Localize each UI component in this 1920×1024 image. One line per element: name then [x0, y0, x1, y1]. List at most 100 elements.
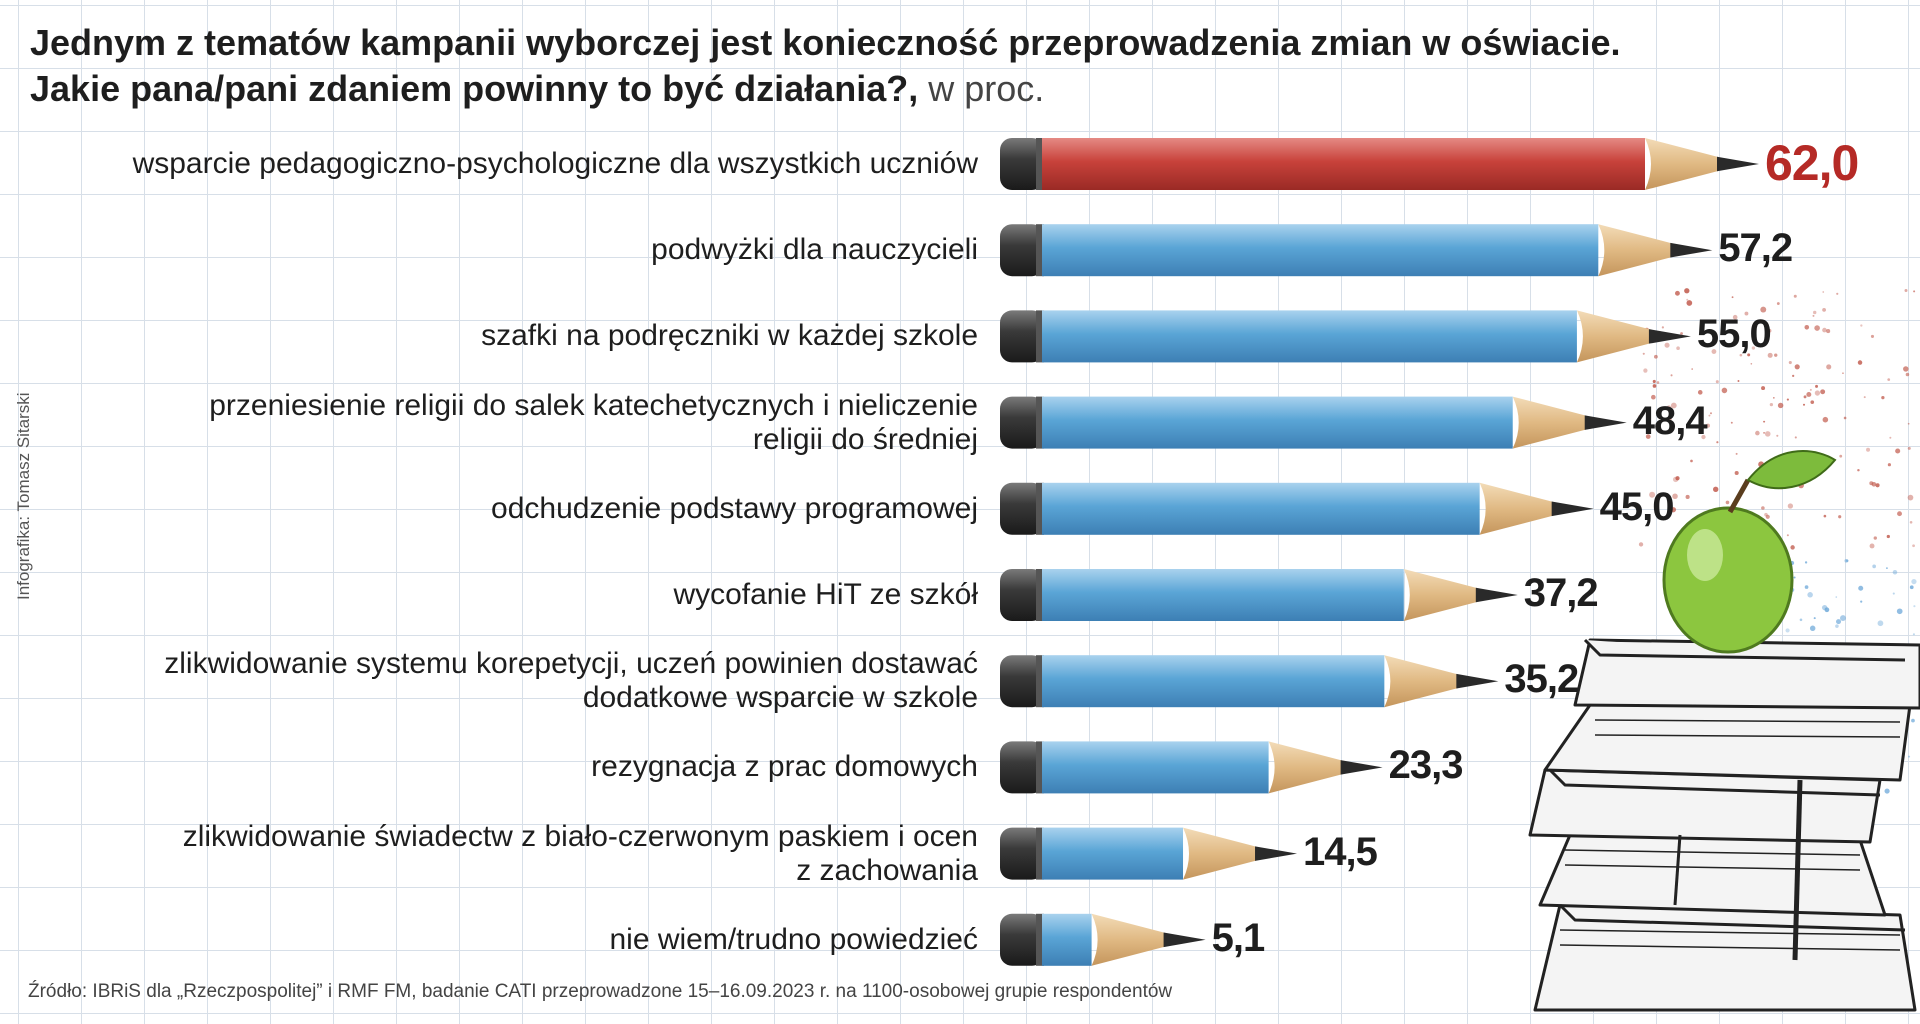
category-label-line: nie wiem/trudno powiedzieć: [609, 922, 978, 956]
spray-dot: [1792, 374, 1795, 378]
pencil-ferrule: [1036, 224, 1044, 277]
spray-dot: [1822, 291, 1825, 293]
spray-dot: [1870, 334, 1875, 338]
spray-dot: [1670, 507, 1677, 513]
pencil-lead: [1340, 760, 1383, 775]
spray-dot: [1813, 310, 1817, 315]
spray-dot: [1835, 596, 1838, 598]
spray-dot: [1860, 324, 1863, 327]
pencil-body: [1042, 741, 1269, 794]
bars-group: [1000, 138, 1759, 966]
pencil-ferrule: [1036, 310, 1044, 363]
spray-dot: [1751, 346, 1756, 350]
spray-dot: [1713, 486, 1719, 493]
spray-dot: [1813, 617, 1816, 620]
category-label: wsparcie pedagogiczno-psychologiczne dla…: [78, 147, 978, 181]
pencil-ferrule: [1036, 138, 1044, 190]
value-label: 55,0: [1696, 312, 1772, 357]
pencil-eraser: [1000, 827, 1044, 880]
spray-dot: [1826, 329, 1831, 334]
spray-dot: [1767, 352, 1773, 358]
spray-dot: [1863, 396, 1866, 399]
pencil-lead: [1648, 329, 1691, 344]
spray-dot: [1774, 353, 1778, 357]
spray-dot: [1769, 402, 1774, 407]
spray-dot: [1810, 400, 1815, 404]
spray-dot: [1767, 328, 1772, 333]
pencil-ferrule: [1036, 655, 1044, 708]
pencil-body: [1042, 482, 1480, 535]
title-question: Jakie pana/pani zdaniem powinny to być d…: [30, 68, 919, 109]
pencil-body: [1042, 655, 1385, 708]
spray-dot: [1822, 308, 1826, 312]
spray-dot: [1905, 372, 1910, 377]
spray-dot: [1642, 352, 1645, 355]
spray-dot: [1744, 311, 1749, 316]
title-line-2: Jakie pana/pani zdaniem powinny to być d…: [30, 66, 1830, 112]
spray-dot: [1912, 633, 1915, 636]
category-label-line: przeniesienie religii do salek katechety…: [209, 388, 978, 422]
title-line-1: Jednym z tematów kampanii wyborczej jest…: [30, 22, 1621, 63]
spray-dot: [1822, 327, 1827, 333]
spray-dot: [1776, 302, 1780, 305]
pencil-bar-9: [1000, 827, 1298, 880]
category-label-line: rezygnacja z prac domowych: [591, 750, 978, 784]
spray-dot: [1670, 374, 1673, 377]
category-label: wycofanie HiT ze szkół: [78, 578, 978, 612]
value-label: 57,2: [1718, 226, 1793, 271]
spray-dot: [1877, 620, 1884, 627]
spray-dot: [1731, 296, 1734, 299]
spray-dot: [1843, 416, 1847, 420]
spray-dot: [1807, 592, 1813, 598]
spray-dot: [1661, 326, 1664, 329]
pencil-tip: [1384, 655, 1485, 708]
pencil-lead: [1456, 673, 1499, 689]
spray-dot: [1889, 436, 1892, 439]
category-label: podwyżki dla nauczycieli: [78, 233, 978, 267]
spray-dot: [1858, 585, 1864, 591]
spray-dot: [1892, 592, 1895, 595]
pencil-eraser: [1000, 655, 1044, 708]
pencil-lead: [1475, 587, 1518, 603]
spray-dot: [1799, 618, 1803, 622]
spray-dot: [1907, 422, 1910, 425]
spray-dot: [1730, 421, 1733, 424]
pencil-tip: [1183, 827, 1284, 880]
pencil-eraser: [1000, 741, 1044, 794]
spray-dot: [1680, 332, 1683, 335]
pencil-body: [1042, 827, 1184, 880]
spray-dot: [1716, 441, 1719, 444]
spray-dot: [1675, 476, 1680, 481]
category-label-line: podwyżki dla nauczycieli: [651, 233, 978, 267]
books-illustration: [1528, 638, 1920, 1012]
spray-dot: [1725, 500, 1730, 505]
chart-title: Jednym z tematów kampanii wyborczej jest…: [30, 20, 1830, 112]
pencil-body: [1042, 224, 1599, 277]
spray-dot: [1826, 364, 1832, 370]
spray-dot: [1913, 605, 1916, 608]
pencil-ferrule: [1036, 741, 1044, 794]
spray-dot: [1884, 788, 1890, 794]
spray-dot: [1672, 493, 1678, 500]
spray-dot: [1785, 628, 1790, 633]
value-label: 35,2: [1504, 657, 1579, 702]
pencil-ferrule: [1036, 913, 1044, 966]
spray-dot: [1790, 545, 1795, 550]
apple-illustration: [1662, 450, 1837, 654]
pencil-tip: [1268, 741, 1369, 794]
spray-dot: [1804, 585, 1809, 589]
spray-dot: [1652, 379, 1656, 384]
spray-dot: [1649, 491, 1656, 498]
pencil-bar-4: [1000, 396, 1627, 449]
spray-dot: [1909, 520, 1913, 524]
category-label: odchudzenie podstawy programowej: [78, 492, 978, 526]
pencil-eraser: [1000, 482, 1044, 535]
spray-dot: [1839, 454, 1843, 458]
spray-dot: [1809, 625, 1816, 632]
pencil-tip: [1403, 569, 1504, 621]
category-label-line: wycofanie HiT ze szkół: [673, 578, 978, 611]
pencil-bar-1: [1000, 138, 1759, 190]
spray-dot: [1786, 534, 1789, 537]
spray-dot: [1814, 325, 1820, 331]
spray-dot: [1903, 366, 1909, 372]
